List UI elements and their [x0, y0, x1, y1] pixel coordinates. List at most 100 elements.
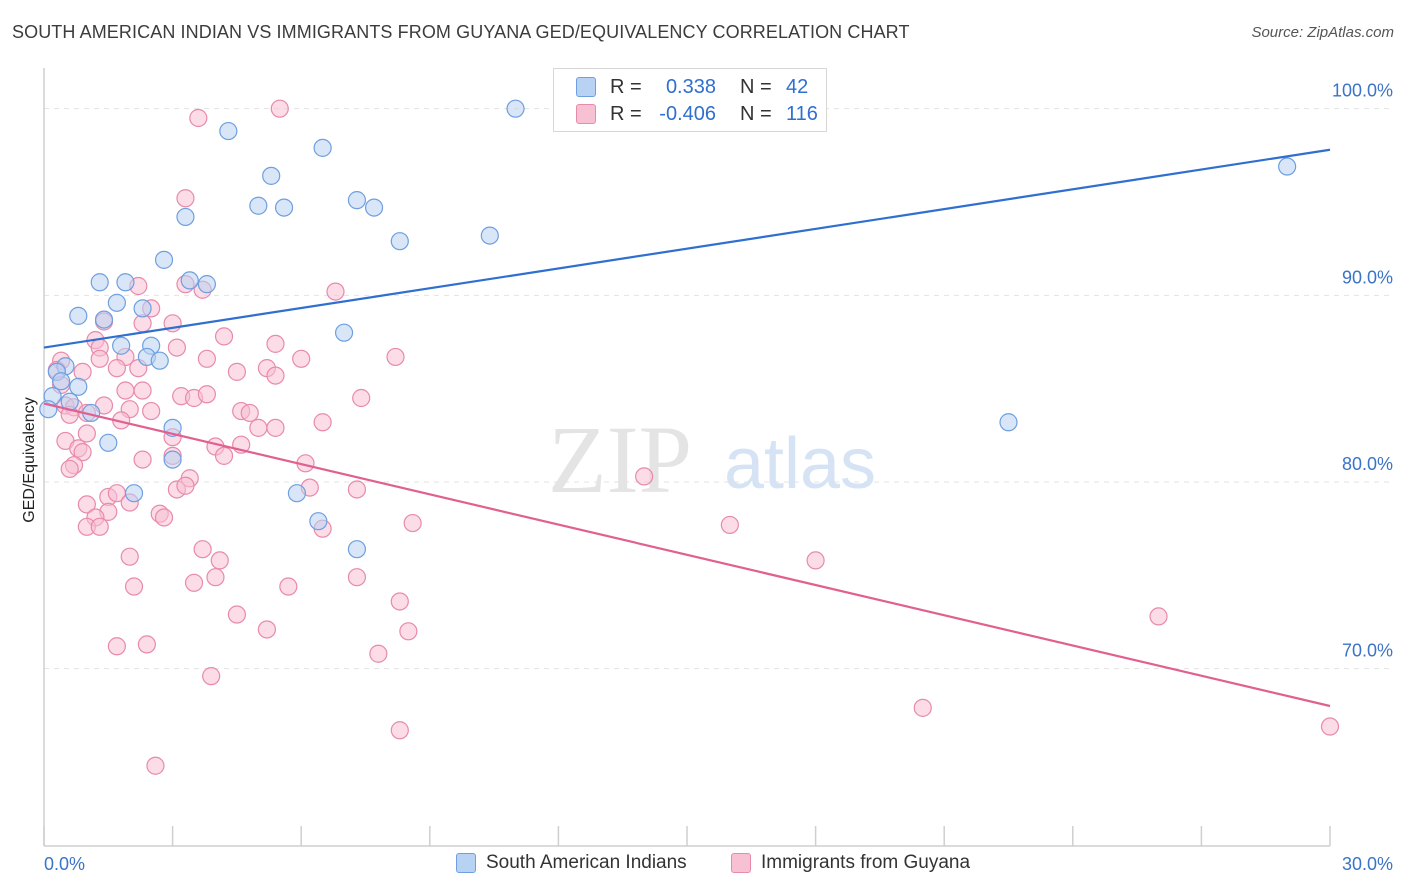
data-point [369, 644, 388, 663]
data-point [107, 293, 126, 312]
y-tick-label: 90.0% [1342, 267, 1393, 287]
data-point [506, 99, 525, 118]
y-tick-label: 80.0% [1342, 454, 1393, 474]
tick-labels: 70.0% 80.0% 90.0% 100.0% 0.0% 30.0% [44, 81, 1393, 874]
legend-n-value: 116 [786, 102, 818, 125]
legend-r-label: R = [610, 102, 642, 125]
data-point [214, 327, 234, 346]
data-point [635, 467, 654, 486]
legend-row-blue: R = 0.338 N = 42 [576, 75, 808, 99]
y-tick-label: 70.0% [1342, 641, 1393, 661]
data-point [270, 99, 289, 118]
bottom-legend-label: South American Indians [486, 852, 687, 873]
x-tick-label: 0.0% [44, 854, 85, 874]
data-point [133, 450, 152, 469]
data-point [150, 351, 169, 370]
data-point [219, 121, 238, 141]
data-point [347, 191, 367, 210]
data-point [227, 362, 246, 381]
data-point [399, 622, 418, 641]
data-point [137, 635, 156, 654]
source-credit: Source: ZipAtlas.com [1251, 24, 1394, 41]
legend-r-value: 0.338 [665, 75, 716, 98]
series-immigrants-from-guyana [47, 99, 1340, 775]
legend-row-pink: R = -0.406 N = 116 [576, 102, 818, 126]
trend-lines [43, 148, 1331, 708]
data-point [352, 388, 371, 408]
data-point [163, 450, 182, 469]
bottom-legend-swatch-pink [731, 853, 751, 873]
data-point [39, 400, 58, 419]
data-point [720, 515, 739, 535]
data-point [347, 480, 367, 499]
data-point [480, 226, 499, 245]
data-point [154, 250, 174, 269]
data-point [266, 334, 285, 353]
data-point [309, 512, 328, 531]
data-point [112, 336, 131, 355]
legend-swatch-blue [576, 77, 596, 97]
bottom-legend-swatch-blue [456, 853, 476, 873]
data-point [202, 667, 221, 686]
data-point [214, 446, 234, 465]
data-point [390, 592, 409, 611]
data-point [249, 196, 268, 215]
data-point [292, 349, 311, 368]
data-point [197, 349, 216, 368]
bottom-legend-label: Immigrants from Guyana [761, 852, 971, 873]
data-point [116, 273, 135, 292]
data-point [257, 620, 277, 639]
bottom-legend-item-blue: South American Indians [456, 852, 687, 874]
series-south-american-indians [39, 99, 1297, 559]
data-point [90, 273, 109, 292]
watermark: ZIP atlas [548, 406, 876, 513]
data-point [133, 299, 152, 318]
data-point [176, 207, 195, 227]
data-point [249, 418, 268, 437]
data-point [913, 698, 932, 717]
data-point [262, 166, 281, 185]
data-point [99, 433, 118, 452]
data-point [176, 189, 195, 208]
data-point [73, 362, 92, 381]
correlation-legend: R = 0.338 N = 42 R = -0.406 N = 116 [553, 68, 827, 132]
data-point [52, 372, 71, 391]
data-point [133, 381, 152, 400]
data-point [176, 476, 195, 495]
data-point [146, 756, 165, 775]
data-point [124, 484, 144, 503]
data-point [189, 108, 208, 128]
legend-swatch-pink [576, 104, 596, 124]
data-point [1149, 607, 1168, 626]
data-point [107, 359, 126, 378]
data-point [107, 637, 126, 656]
data-point [210, 551, 229, 570]
axes [43, 68, 1331, 847]
data-point [266, 366, 285, 385]
data-point [326, 282, 345, 301]
data-point [167, 338, 186, 357]
data-point [184, 573, 204, 592]
legend-n-label: N = [740, 75, 772, 98]
data-point [116, 381, 135, 400]
legend-n-value: 42 [786, 75, 809, 98]
data-point [227, 605, 246, 624]
data-point [193, 540, 212, 559]
trend-line-pink [43, 402, 1331, 708]
watermark-zip: ZIP [548, 406, 692, 513]
watermark-atlas: atlas [724, 424, 876, 504]
data-point [390, 232, 409, 251]
data-point [77, 495, 96, 514]
x-tick-label: 30.0% [1342, 854, 1393, 874]
bottom-legend-item-pink: Immigrants from Guyana [731, 852, 970, 874]
data-point [154, 508, 174, 527]
data-point [197, 385, 216, 404]
data-point [90, 517, 109, 536]
legend-n-label: N = [740, 102, 772, 125]
legend-r-label: R = [610, 75, 642, 98]
data-point [287, 484, 307, 503]
data-point [347, 540, 367, 559]
data-point [274, 198, 294, 217]
data-point [1320, 717, 1340, 736]
